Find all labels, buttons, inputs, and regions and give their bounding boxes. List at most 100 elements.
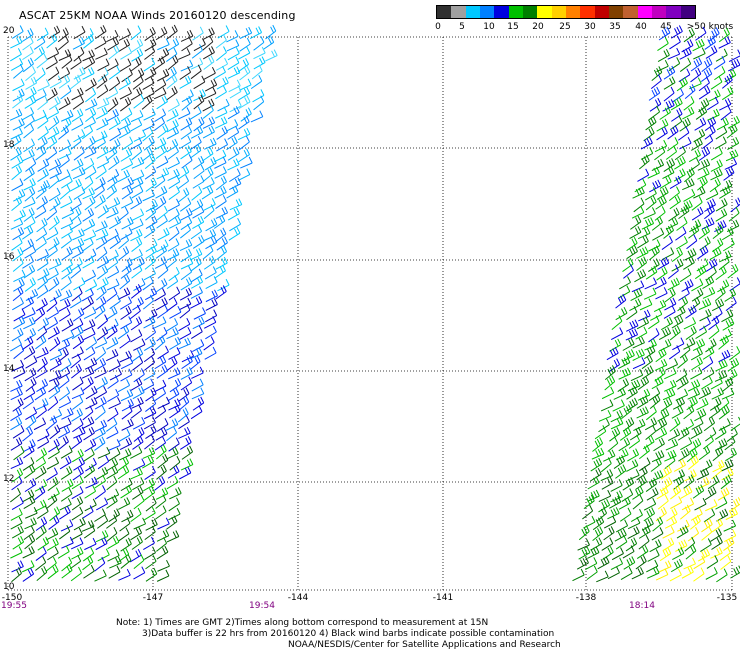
wind-barb-icon bbox=[155, 427, 168, 441]
wind-barb-icon bbox=[69, 294, 82, 309]
wind-barb-icon bbox=[22, 426, 34, 442]
wind-barb-icon bbox=[664, 379, 677, 392]
wind-barb-icon bbox=[667, 428, 681, 442]
wind-barb-icon bbox=[61, 478, 74, 492]
wind-barb-icon bbox=[96, 285, 107, 301]
wind-barb-icon bbox=[635, 555, 647, 570]
wind-barb-icon bbox=[133, 517, 147, 530]
wind-barb-icon bbox=[623, 556, 636, 570]
wind-barb-icon bbox=[133, 278, 146, 291]
wind-barb-icon bbox=[191, 387, 205, 400]
wind-barb-icon bbox=[709, 397, 722, 411]
wind-barb-icon bbox=[216, 46, 227, 62]
wind-barb-icon bbox=[621, 488, 634, 502]
wind-barb-icon bbox=[697, 245, 709, 260]
wind-barb-icon bbox=[718, 255, 730, 271]
wind-barb-icon bbox=[217, 98, 230, 112]
wind-barb-icon bbox=[723, 166, 735, 181]
wind-barb-icon bbox=[23, 138, 35, 153]
wind-barb-icon bbox=[85, 476, 98, 489]
wind-barb-icon bbox=[23, 525, 35, 541]
wind-barb-icon bbox=[36, 566, 48, 581]
wind-barb-icon bbox=[95, 235, 108, 250]
wind-barb-icon bbox=[118, 76, 131, 91]
wind-barb-icon bbox=[97, 204, 109, 219]
wind-barb-icon bbox=[695, 105, 708, 120]
wind-barb-icon bbox=[36, 27, 49, 42]
wind-barb-icon bbox=[132, 356, 144, 371]
wind-barb-icon bbox=[48, 174, 60, 190]
wind-barb-icon bbox=[687, 379, 701, 392]
wind-barb-icon bbox=[678, 68, 691, 83]
wind-barb-icon bbox=[95, 228, 109, 241]
wind-barb-icon bbox=[109, 556, 122, 569]
wind-barb-icon bbox=[708, 324, 720, 340]
wind-barb-icon bbox=[730, 416, 740, 431]
wind-barb-icon bbox=[715, 198, 728, 212]
wind-barb-icon bbox=[130, 196, 143, 210]
wind-barb-icon bbox=[690, 366, 703, 380]
wind-barb-icon bbox=[120, 148, 133, 162]
wind-barb-icon bbox=[178, 426, 191, 439]
wind-barb-icon bbox=[84, 146, 97, 159]
wind-barb-icon bbox=[693, 555, 706, 570]
wind-barb-icon bbox=[131, 145, 143, 161]
wind-barb-icon bbox=[58, 298, 71, 312]
wind-barb-icon bbox=[636, 256, 648, 272]
wind-barb-icon bbox=[611, 547, 624, 561]
wind-barb-icon bbox=[72, 95, 85, 110]
wind-barb-icon bbox=[725, 368, 738, 383]
wind-barb-icon bbox=[46, 297, 58, 312]
wind-barb-icon bbox=[36, 195, 48, 210]
wind-barb-icon bbox=[701, 57, 713, 73]
wind-barb-icon bbox=[723, 237, 735, 252]
wind-barb-icon bbox=[10, 147, 22, 161]
wind-barb-icon bbox=[61, 225, 73, 239]
wind-barb-icon bbox=[676, 216, 688, 231]
wind-barb-icon bbox=[205, 236, 218, 250]
wind-barb-icon bbox=[156, 155, 169, 169]
wind-barb-icon bbox=[23, 114, 35, 129]
wind-barb-icon bbox=[46, 527, 59, 541]
wind-barb-icon bbox=[715, 359, 728, 372]
wind-barb-icon bbox=[118, 246, 130, 261]
wind-barb-icon bbox=[203, 198, 216, 211]
wind-barb-icon bbox=[117, 465, 130, 480]
wind-barb-icon bbox=[698, 76, 710, 92]
wind-barb-icon bbox=[655, 195, 667, 210]
wind-barb-icon bbox=[650, 308, 663, 321]
wind-barb-icon bbox=[70, 55, 82, 70]
wind-barb-icon bbox=[180, 117, 193, 131]
wind-barb-icon bbox=[36, 346, 49, 359]
wind-barb-icon bbox=[108, 44, 120, 60]
wind-barb-icon bbox=[666, 507, 678, 522]
wind-barb-icon bbox=[214, 149, 227, 163]
wind-barb-icon bbox=[49, 357, 62, 371]
wind-barb-icon bbox=[622, 349, 635, 362]
wind-barb-icon bbox=[120, 368, 133, 382]
wind-barb-icon bbox=[168, 185, 180, 200]
wind-barb-icon bbox=[697, 158, 711, 171]
wind-barb-icon bbox=[166, 327, 179, 340]
wind-barb-icon bbox=[702, 286, 716, 299]
wind-barb-icon bbox=[646, 566, 660, 579]
wind-barb-icon bbox=[95, 165, 107, 180]
wind-barb-icon bbox=[109, 294, 121, 310]
wind-barb-icon bbox=[609, 495, 622, 509]
wind-barb-icon bbox=[108, 447, 121, 462]
wind-barb-icon bbox=[130, 87, 143, 101]
wind-barb-icon bbox=[72, 395, 84, 410]
wind-barb-icon bbox=[166, 86, 178, 101]
wind-barb-icon bbox=[730, 197, 740, 213]
wind-barb-icon bbox=[48, 115, 60, 131]
wind-barb-icon bbox=[675, 236, 688, 250]
wind-barb-icon bbox=[143, 315, 156, 329]
wind-barb-icon bbox=[132, 75, 144, 90]
wind-barb-icon bbox=[654, 367, 666, 382]
wind-barb-icon bbox=[12, 226, 25, 241]
wind-barb-icon bbox=[251, 64, 263, 80]
wind-barb-icon bbox=[60, 445, 73, 459]
wind-barb-icon bbox=[143, 224, 156, 239]
wind-barb-icon bbox=[717, 487, 730, 501]
wind-barb-icon bbox=[657, 256, 670, 270]
